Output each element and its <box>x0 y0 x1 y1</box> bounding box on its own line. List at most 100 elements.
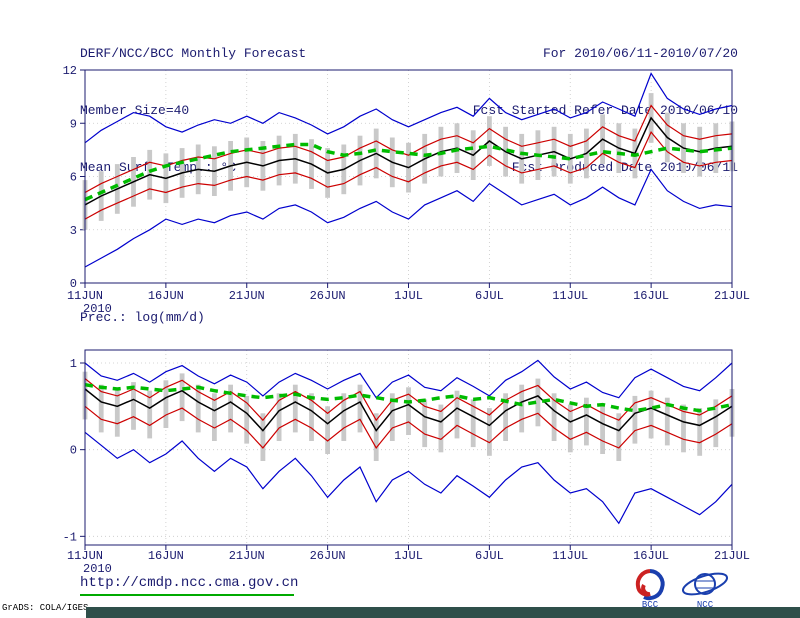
x-tick-label: 11JUN <box>67 549 103 563</box>
ncc-logo: NCC <box>681 572 729 608</box>
page-title: DERF/NCC/BCC Monthly Forecast <box>80 46 307 61</box>
plot-border <box>84 69 733 284</box>
bcc-logo-text: BCC <box>642 600 659 608</box>
ensemble-spread-bar <box>325 406 330 454</box>
logos: BCC NCC <box>632 568 730 608</box>
forecast-range-label: For 2010/06/11-2010/07/20 <box>542 46 738 61</box>
x-tick-label: 6JUL <box>475 289 504 303</box>
y-tick-label: 0 <box>70 444 77 458</box>
prec-chart-label: Prec.: log(mm/d) <box>80 310 205 325</box>
x-tick-label: 11JUN <box>67 289 103 303</box>
ensemble-spread-bar <box>681 404 686 453</box>
percentile-lower-line <box>84 130 733 220</box>
ensemble-max-line <box>84 359 733 399</box>
ensemble-spread-bar <box>600 406 605 454</box>
ensemble-spread-bar <box>406 387 411 435</box>
ensemble-spread-bar <box>195 384 201 433</box>
ensemble-spread-bar <box>228 384 233 433</box>
ncc-logo-orbit <box>681 572 729 596</box>
ensemble-spread-bar <box>357 384 363 433</box>
y-tick-label: 6 <box>70 171 77 185</box>
precipitation-forecast-plot: 11JUN 16JUN 21JUN 26JUN 1JUL 6JUL 11JUL 16JUL 21… <box>63 349 750 576</box>
y-tick-label: 9 <box>70 117 77 131</box>
y-tick-label: 3 <box>70 224 77 238</box>
y-tick-label: 1 <box>70 357 77 371</box>
ensemble-spread-bar <box>454 390 460 439</box>
ensemble-spread-bar <box>648 390 654 439</box>
ensemble-spread-bar <box>147 390 153 439</box>
climatology-line <box>84 382 733 413</box>
x-tick-label: 21JUN <box>229 289 265 303</box>
ensemble-spread-bar <box>389 393 395 441</box>
ensemble-spread-bar <box>179 373 185 422</box>
x-tick-label: 16JUN <box>148 549 184 563</box>
ncc-logo-text: NCC <box>697 600 714 608</box>
x-tick-label: 21JUN <box>229 549 265 563</box>
ensemble-spread-bar <box>438 404 444 453</box>
ensemble-max-line <box>84 72 733 144</box>
temperature-forecast-plot: 11JUN 16JUN 21JUN 26JUN 1JUL 6JUL 11JUL 16JUL 21… <box>63 64 750 316</box>
x-tick-label: 1JUL <box>394 289 423 303</box>
ensemble-spread-bar <box>535 378 541 427</box>
ensemble-spread-bar <box>487 408 492 456</box>
ensemble-spread-bar <box>212 393 217 441</box>
ensemble-mean-line <box>84 388 733 432</box>
bcc-logo-red-swirl <box>635 569 651 597</box>
x-tick-label: 16JUL <box>633 289 669 303</box>
x-tick-label: 6JUL <box>475 549 504 563</box>
x-tick-label: 1JUL <box>394 549 423 563</box>
ensemble-spread-bar <box>309 393 314 441</box>
ensemble-spread-bar <box>131 382 136 430</box>
source-url-link[interactable]: http://cmdp.ncc.cma.gov.cn <box>80 575 299 591</box>
ensemble-min-line <box>84 431 733 525</box>
ensemble-spread-bar <box>584 397 589 446</box>
ensemble-spread-bar <box>98 384 104 433</box>
source-url-row: http://cmdp.ncc.cma.gov.cn <box>80 575 298 591</box>
ensemble-spread-bar <box>260 413 266 461</box>
bottom-window-strip <box>86 607 800 618</box>
plot-border <box>84 349 733 546</box>
percentile-upper-line <box>84 104 733 194</box>
ensemble-spread-bar <box>503 393 508 441</box>
ensemble-spread-bar <box>567 404 573 453</box>
ensemble-spread-bar <box>292 384 298 433</box>
ncc-logo-meridians <box>694 573 716 595</box>
y-tick-label: 12 <box>63 64 77 78</box>
member-size-label: Member Size=40 <box>80 103 190 118</box>
bcc-logo-blue-swirl <box>643 569 665 601</box>
x-tick-label: 16JUL <box>633 549 669 563</box>
x-tick-label: 21JUL <box>714 289 750 303</box>
percentile-lower-line <box>84 405 733 449</box>
ensemble-spread-bar <box>422 399 428 448</box>
refer-date-label: Fcst Started Refer Date 2010/06/10 <box>472 103 738 118</box>
ensemble-spread-bar <box>244 395 250 444</box>
y-tick-label: 0 <box>70 277 77 291</box>
ensemble-spread-bar <box>664 397 670 446</box>
climatology-line <box>84 142 733 202</box>
percentile-upper-line <box>84 378 733 422</box>
ensemble-spread-bar <box>114 389 120 437</box>
ensemble-spread-bar <box>373 413 379 461</box>
ensemble-spread-bar <box>551 393 557 441</box>
x-tick-label: 21JUL <box>714 549 750 563</box>
x-tick-label: 11JUL <box>552 549 588 563</box>
x-axis-year-label: 2010 <box>83 302 112 316</box>
bcc-logo: BCC <box>635 569 665 608</box>
x-axis-year-label: 2010 <box>83 562 112 576</box>
ensemble-spread-bar <box>616 413 622 461</box>
ensemble-spread-bar <box>341 393 347 441</box>
ensemble-spread-bar <box>632 395 638 444</box>
ensemble-spread-bar <box>519 384 525 433</box>
ensemble-spread-bar <box>163 380 169 428</box>
ensemble-spread-bar <box>713 399 719 448</box>
url-underline <box>80 594 294 596</box>
ensemble-spread-bar <box>697 408 703 456</box>
y-tick-label: -1 <box>63 530 77 544</box>
ensemble-min-line <box>84 168 733 268</box>
grads-credit: GrADS: COLA/IGES <box>2 603 89 613</box>
x-tick-label: 26JUN <box>310 289 346 303</box>
ensemble-spread-bar <box>276 393 282 441</box>
ensemble-mean-line <box>84 116 733 206</box>
